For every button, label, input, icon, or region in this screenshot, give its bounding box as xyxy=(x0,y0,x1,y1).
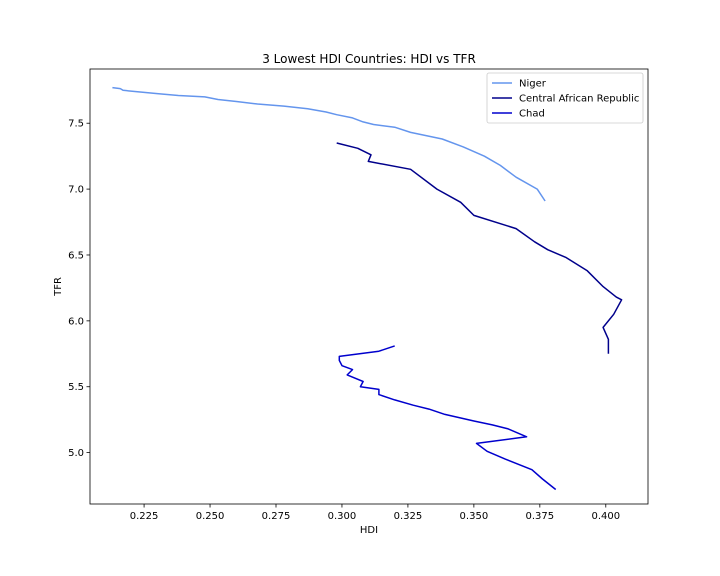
y-tick-label: 5.0 xyxy=(68,448,84,459)
x-tick-label: 0.350 xyxy=(460,511,489,522)
legend: Niger Central African Republic Chad xyxy=(486,72,644,124)
x-tick-label: 0.225 xyxy=(130,511,159,522)
plot-area xyxy=(89,68,649,505)
x-tick-label: 0.375 xyxy=(526,511,555,522)
series-line-2 xyxy=(338,345,557,491)
y-axis-label: TFR xyxy=(53,277,64,297)
legend-label-1: Central African Republic xyxy=(519,94,639,105)
y-tick-label: 7.0 xyxy=(68,185,84,196)
x-tick-label: 0.275 xyxy=(262,511,291,522)
y-axis: 5.0 5.5 6.0 6.5 7.0 7.5 xyxy=(68,119,90,459)
series-lines xyxy=(112,86,623,491)
legend-box xyxy=(486,72,644,124)
y-tick-label: 7.5 xyxy=(68,119,84,130)
chart-title: 3 Lowest HDI Countries: HDI vs TFR xyxy=(262,52,476,66)
x-tick-label: 0.250 xyxy=(196,511,225,522)
x-tick-label: 0.325 xyxy=(394,511,423,522)
x-tick-label: 0.400 xyxy=(591,511,620,522)
x-tick-label: 0.300 xyxy=(328,511,357,522)
series-line-0 xyxy=(112,86,546,202)
x-axis: 0.225 0.250 0.275 0.300 0.325 0.350 0.375 0.400 xyxy=(130,504,620,522)
y-tick-label: 6.5 xyxy=(68,250,84,261)
series-line-1 xyxy=(336,142,623,354)
plot-frame xyxy=(89,68,649,505)
y-tick-label: 6.0 xyxy=(68,316,84,327)
legend-label-0: Niger xyxy=(519,79,547,90)
x-axis-label: HDI xyxy=(360,525,378,536)
legend-label-2: Chad xyxy=(519,109,545,120)
plot-area-background xyxy=(90,69,648,504)
y-tick-label: 5.5 xyxy=(68,382,84,393)
